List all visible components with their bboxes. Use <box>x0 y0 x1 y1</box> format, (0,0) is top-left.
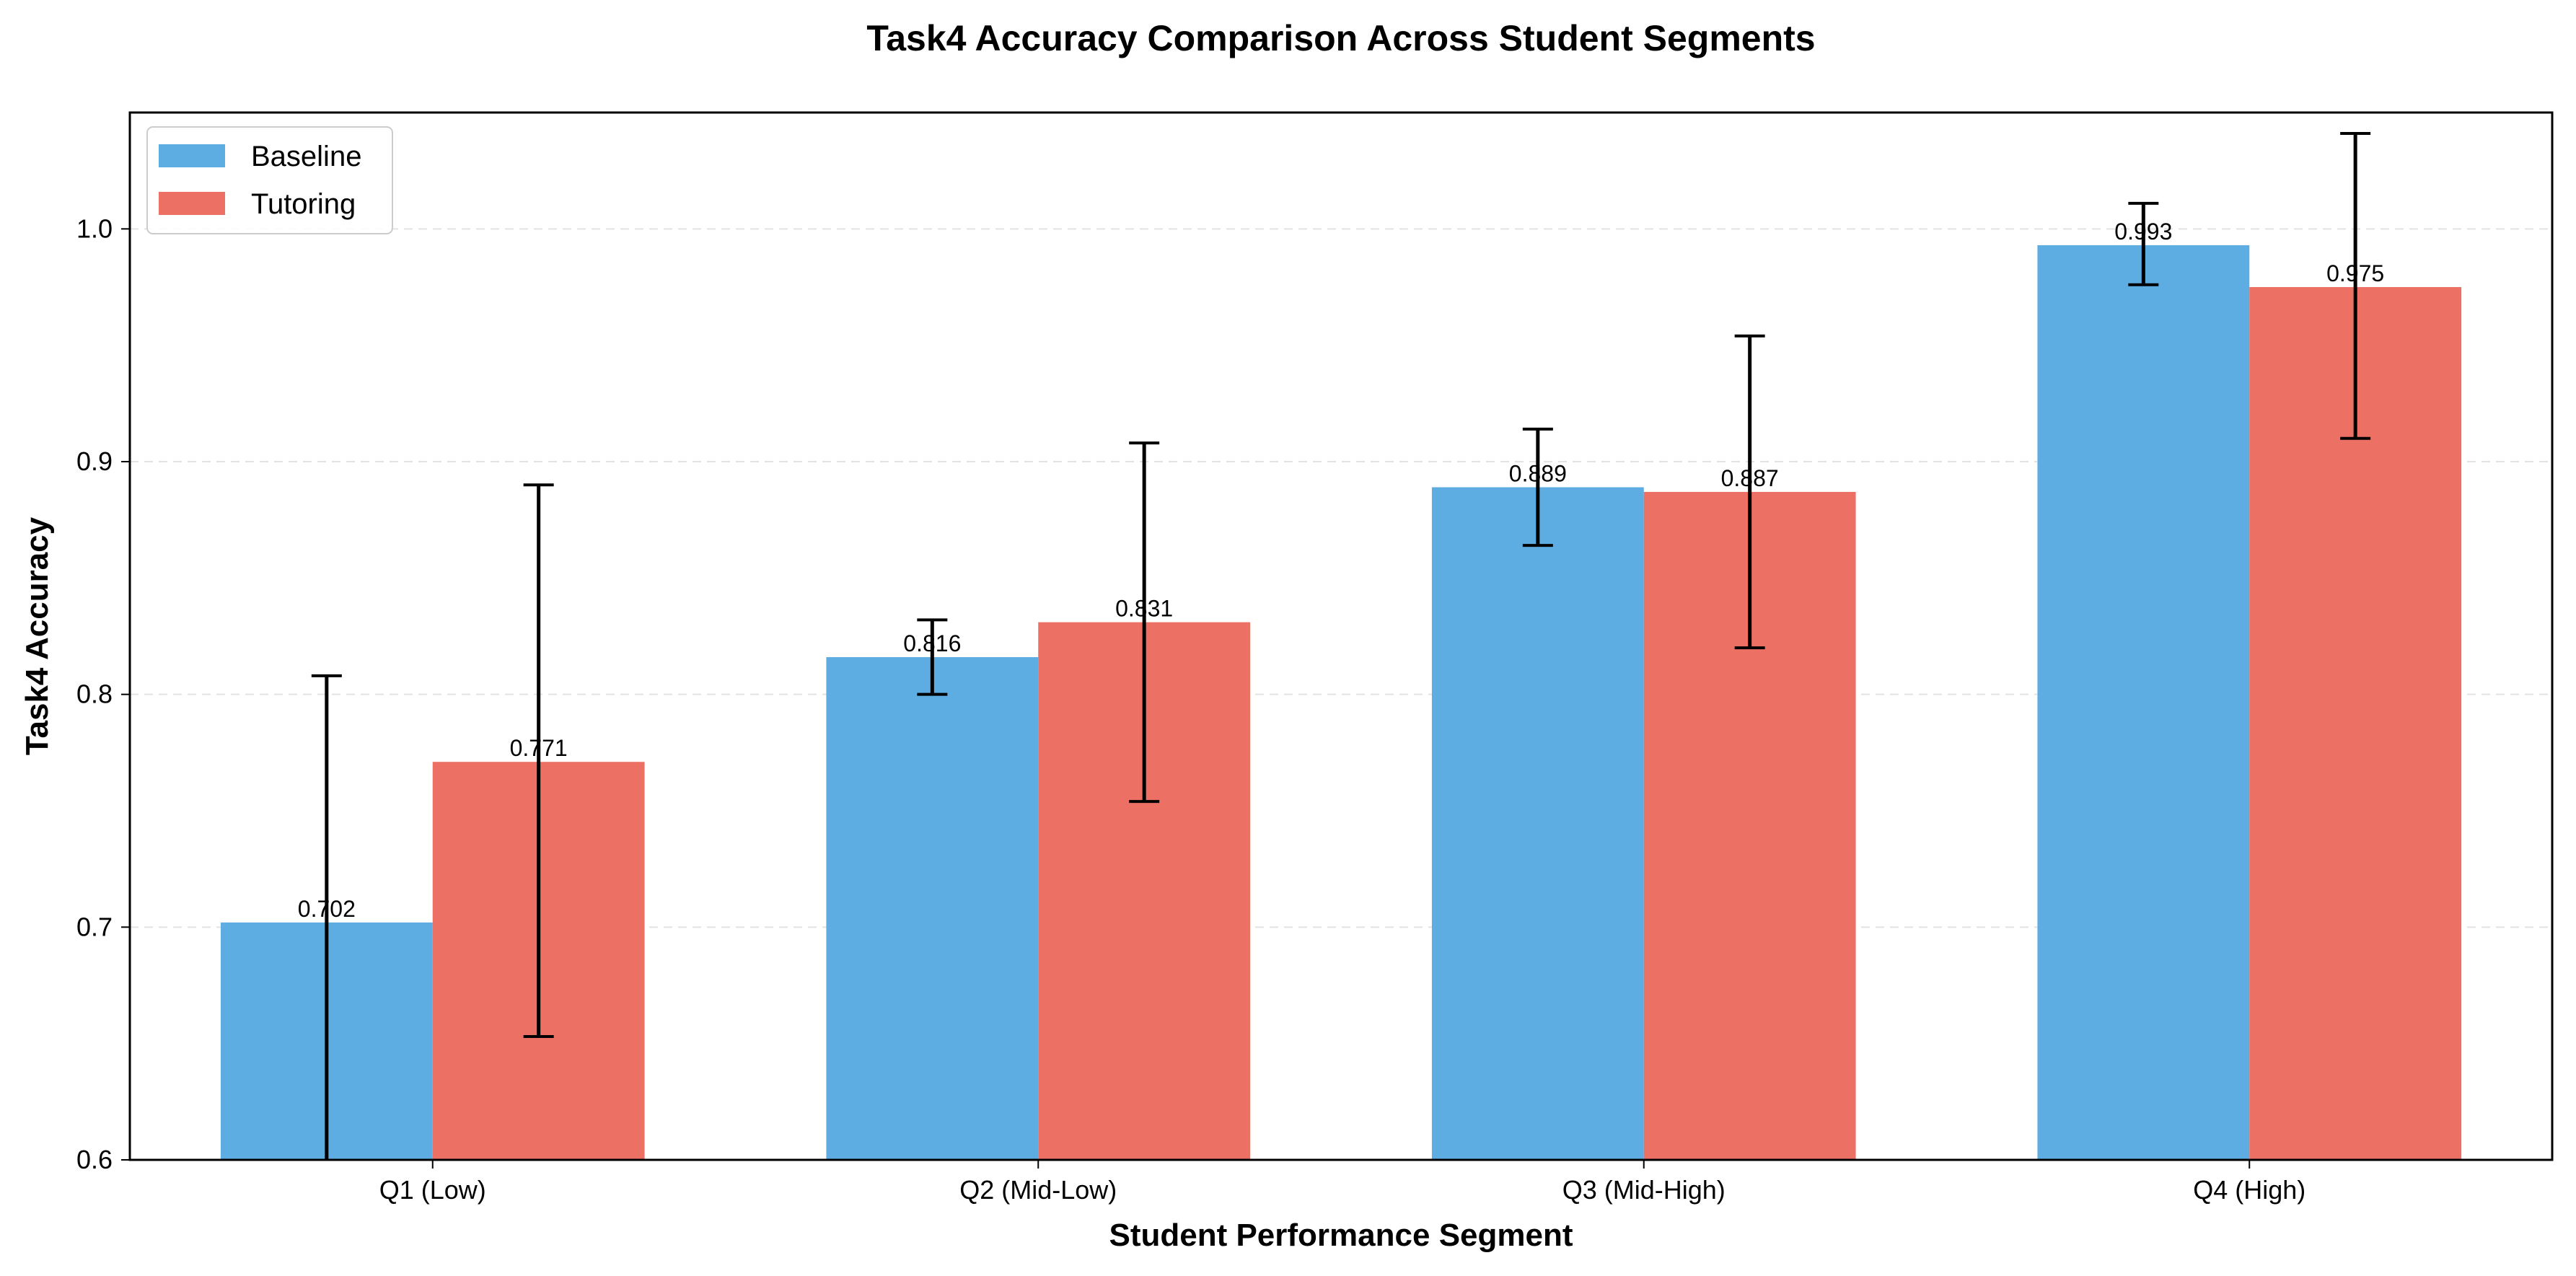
data-labels: 0.702 0.816 0.889 0.993 0.771 0.831 0.887 0.975 <box>298 219 2384 922</box>
legend-swatch-tutoring <box>159 192 225 215</box>
x-tick-label: Q1 (Low) <box>379 1175 486 1205</box>
bar-baseline <box>1431 487 1644 1160</box>
data-label-tutoring: 0.887 <box>1721 465 1779 491</box>
x-axis-label: Student Performance Segment <box>1109 1218 1573 1253</box>
data-label-baseline: 0.889 <box>1509 460 1567 486</box>
x-tick-label: Q3 (Mid-High) <box>1562 1175 1726 1205</box>
chart-title: Task4 Accuracy Comparison Across Student… <box>866 18 1815 58</box>
y-tick-label: 1.0 <box>76 214 113 243</box>
data-label-tutoring: 0.831 <box>1115 596 1173 622</box>
y-axis-label: Task4 Accuracy <box>19 516 55 755</box>
y-tick-label: 0.8 <box>76 679 113 709</box>
data-label-baseline: 0.702 <box>298 896 356 922</box>
y-tick-label: 0.9 <box>76 446 113 476</box>
legend-label-baseline: Baseline <box>251 141 361 172</box>
x-axis-ticks: Q1 (Low) Q2 (Mid-Low) Q3 (Mid-High) Q4 (Hig… <box>379 1160 2305 1205</box>
bars <box>220 245 2462 1160</box>
legend: Baseline Tutoring <box>146 126 393 234</box>
y-tick-label: 0.7 <box>76 912 113 941</box>
y-axis-ticks: 0.6 0.7 0.8 0.9 1.0 <box>76 214 130 1174</box>
data-label-tutoring: 0.975 <box>2326 260 2384 286</box>
legend-swatch-baseline <box>159 144 225 167</box>
y-tick-label: 0.6 <box>76 1145 113 1174</box>
bar-baseline <box>826 657 1039 1160</box>
x-tick-label: Q2 (Mid-Low) <box>959 1175 1117 1205</box>
x-tick-label: Q4 (High) <box>2193 1175 2305 1205</box>
bar-baseline <box>2037 245 2250 1160</box>
data-label-tutoring: 0.771 <box>510 735 568 761</box>
data-label-baseline: 0.816 <box>903 630 961 656</box>
legend-label-tutoring: Tutoring <box>251 188 356 220</box>
data-label-baseline: 0.993 <box>2114 219 2172 245</box>
plot-frame <box>128 111 2554 1161</box>
error-bars <box>311 132 2371 1160</box>
